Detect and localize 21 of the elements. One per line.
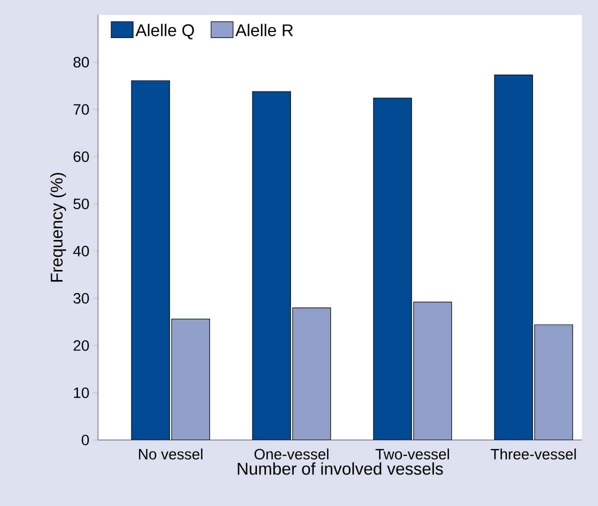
y-tick-label: 80: [74, 56, 89, 68]
x-tick-label: No vessel: [139, 448, 202, 460]
x-tick-label: Three-vessel: [490, 448, 576, 460]
y-tick-label: 0: [82, 434, 89, 446]
y-tick-label: 10: [74, 387, 89, 398]
x-axis-title: Number of involved vessels: [238, 462, 443, 475]
y-tick-label: 60: [74, 151, 89, 162]
y-tick-label: 20: [74, 340, 89, 351]
y-axis-title: Frequency (%): [50, 173, 66, 282]
bar: [172, 319, 210, 440]
x-tick-label: One-vessel: [254, 448, 328, 460]
y-tick-label: 30: [73, 293, 89, 304]
bar: [292, 308, 331, 440]
bar: [414, 302, 452, 440]
legend-label: Alelle R: [235, 24, 293, 36]
y-tick-label: 70: [74, 104, 89, 115]
y-tick-label: 40: [73, 246, 89, 256]
y-tick-label: 50: [73, 198, 89, 210]
bar: [534, 324, 574, 440]
legend-label: Alelle Q: [136, 24, 194, 40]
x-tick-label: Two-vessel: [376, 448, 449, 460]
